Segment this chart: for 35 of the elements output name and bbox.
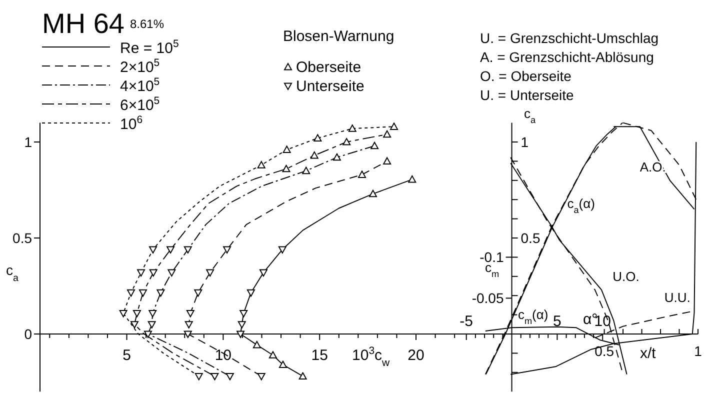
y2-tick-label: -0.1 — [480, 249, 504, 266]
y-axis-title: c$_{a}$ — [6, 262, 19, 284]
text: U. = Unterseite — [480, 87, 574, 103]
legend-label: Re = 10$^{5}$ — [120, 38, 179, 57]
x2-tick-label: 1 — [694, 343, 702, 359]
legend-label: Oberseite — [296, 59, 362, 76]
annotation: U.O. — [612, 268, 640, 284]
x-tick-label: 5 — [122, 347, 131, 364]
annotation: c$_{m}$(α) — [518, 307, 548, 326]
y-axis-title: c$_{a}$ — [524, 106, 536, 125]
chart-title: MH 64 — [42, 8, 124, 39]
legend-label: 6×10$^{5}$ — [120, 95, 160, 114]
legend-label: 10$^{6}$ — [120, 114, 143, 133]
x2-tick-label: 0.5 — [594, 343, 614, 359]
annotation: c$_{a}$(α) — [567, 196, 595, 215]
chart-subtitle: 8.61% — [130, 17, 164, 31]
x2-axis-title: x/t — [640, 345, 657, 362]
y-tick-label: 0.5 — [12, 230, 32, 246]
text: O. = Oberseite — [480, 68, 572, 84]
y-tick-label: 0 — [24, 326, 32, 342]
legend-title: Blosen-Warnung — [283, 28, 394, 45]
legend-label: Unterseite — [296, 78, 364, 95]
x-tick-label: 15 — [311, 347, 328, 364]
x-tick-label: 20 — [408, 347, 424, 364]
text: A. = Grenzschicht-Ablösung — [480, 49, 654, 65]
text: U. = Grenzschicht-Umschlag — [480, 30, 659, 46]
x-tick-label: -5 — [460, 313, 474, 330]
annotation: U.U. — [664, 290, 690, 305]
y2-tick-label: -0.05 — [472, 290, 504, 306]
x-tick-label: 5 — [553, 313, 562, 330]
legend-label: 2×10$^{5}$ — [120, 57, 160, 76]
legend-label: 4×10$^{5}$ — [120, 76, 160, 95]
x-axis-title: 10$^{3}$c$_{w}$ — [352, 345, 390, 369]
x-tick-label: 10 — [214, 347, 232, 364]
y-tick-label: 1 — [24, 134, 32, 150]
